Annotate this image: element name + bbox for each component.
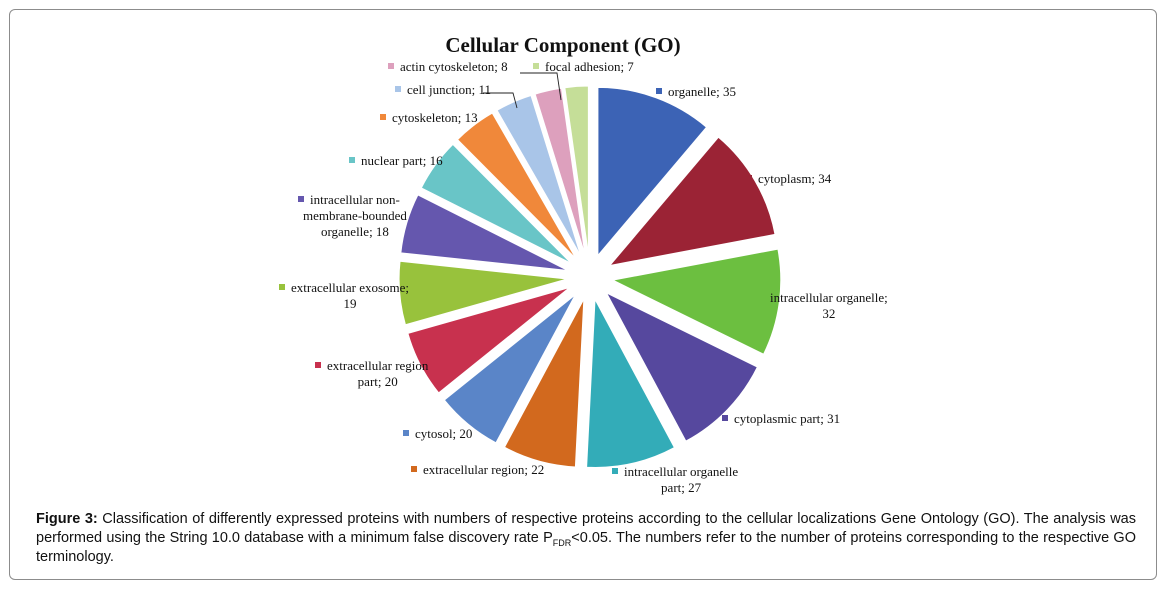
- slice-label-text: cytoplasmic part; 31: [734, 411, 840, 426]
- slice-label-text: extracellular region; 22: [423, 462, 544, 477]
- legend-marker-cytoplasm: [746, 175, 752, 181]
- pie-slices: [398, 85, 782, 468]
- slice-label-nuclear-part: nuclear part; 16: [349, 153, 443, 168]
- slice-label-organelle: organelle; 35: [656, 84, 736, 99]
- legend-marker-cytoskeleton: [380, 114, 386, 120]
- pie-slice-organelle: [597, 86, 708, 257]
- chart-title: Cellular Component (GO): [445, 33, 680, 57]
- pie-chart: Cellular Component (GO) organelle; 35 cyt…: [279, 33, 888, 495]
- slice-label-cytosol: cytosol; 20: [403, 426, 472, 441]
- caption-figure-label: Figure 3:: [36, 511, 98, 527]
- slice-label-text: intracellular organelle;: [770, 290, 888, 305]
- slice-label-text: intracellular non-: [310, 192, 400, 207]
- pie-slice-intracellular-organelle: [611, 248, 782, 355]
- slice-label-text: cytoskeleton; 13: [392, 110, 478, 125]
- legend-marker-intracellular-organelle-part: [612, 468, 618, 474]
- legend-marker-intracellular-non-membrane-bounded-organelle: [298, 196, 304, 202]
- slice-label-extracellular-exosome: extracellular exosome;19: [279, 280, 409, 311]
- pie-slice-intracellular-organelle-part: [586, 297, 676, 468]
- slice-label-cytoskeleton: cytoskeleton; 13: [380, 110, 478, 125]
- caption-subscript: FDR: [552, 537, 572, 548]
- leader-lines: [483, 72, 562, 109]
- slice-label-text: part; 27: [661, 480, 702, 495]
- pie-slice-focal-adhesion: [564, 85, 589, 255]
- slice-label-text: cell junction; 11: [407, 82, 491, 97]
- legend-marker-focal-adhesion: [533, 63, 539, 69]
- slice-label-text: nuclear part; 16: [361, 153, 443, 168]
- slice-label-cell-junction: cell junction; 11: [395, 82, 491, 97]
- pie-slice-cytosol: [443, 294, 576, 444]
- pie-slice-cytoplasm: [608, 136, 776, 267]
- slice-label-intracellular-non-membrane-bounded-organelle: intracellular non-membrane-boundedorgane…: [298, 192, 407, 239]
- slice-label-text: membrane-bounded: [303, 208, 407, 223]
- slice-label-actin-cytoskeleton: actin cytoskeleton; 8: [388, 59, 508, 74]
- legend-marker-cytoplasmic-part: [722, 415, 728, 421]
- pie-slice-nuclear-part: [420, 143, 572, 264]
- slice-label-focal-adhesion: focal adhesion; 7: [533, 59, 634, 74]
- pie-slice-cytoplasmic-part: [605, 291, 758, 442]
- slice-label-text: extracellular region: [327, 358, 429, 373]
- slice-label-cytoplasm: cytoplasm; 34: [746, 171, 832, 186]
- slice-label-text: focal adhesion; 7: [545, 59, 634, 74]
- legend-marker-nuclear-part: [349, 157, 355, 163]
- slice-label-text: extracellular exosome;: [291, 280, 409, 295]
- legend-marker-organelle: [656, 88, 662, 94]
- pie-slice-intracellular-non-membrane-bounded-organelle: [400, 194, 569, 272]
- slice-label-extracellular-region: extracellular region; 22: [411, 462, 544, 477]
- pie-slice-cytoskeleton: [456, 112, 577, 260]
- slice-label-text: organelle; 35: [668, 84, 736, 99]
- slice-label-text: actin cytoskeleton; 8: [400, 59, 508, 74]
- pie-slice-actin-cytoskeleton: [534, 87, 586, 255]
- slice-label-text: 32: [822, 306, 835, 321]
- slice-label-intracellular-organelle: intracellular organelle;32: [758, 290, 888, 321]
- pie-slice-extracellular-region-part: [407, 287, 570, 394]
- leader-line-cell-junction: [483, 92, 518, 109]
- slice-labels: organelle; 35 cytoplasm; 34 intracellular …: [279, 59, 888, 495]
- figure-caption: Figure 3: Classification of differently …: [36, 510, 1136, 567]
- legend-marker-cell-junction: [395, 86, 401, 92]
- pie-slice-cell-junction: [496, 94, 582, 257]
- legend-marker-extracellular-exosome: [279, 284, 285, 290]
- caption-text-end: <0.05. The numbers refer to the number o…: [36, 530, 1136, 565]
- caption-text: Classification of differently expressed …: [36, 511, 1136, 546]
- pie-slice-extracellular-exosome: [398, 260, 568, 326]
- slice-label-text: 19: [344, 296, 357, 311]
- slice-label-text: cytoplasm; 34: [758, 171, 832, 186]
- pie-slice-extracellular-region: [503, 298, 585, 468]
- slice-label-text: organelle; 18: [321, 224, 389, 239]
- slice-label-text: cytosol; 20: [415, 426, 472, 441]
- leader-line-actin-cytoskeleton: [520, 72, 562, 101]
- slice-label-text: part; 20: [358, 374, 398, 389]
- legend-marker-actin-cytoskeleton: [388, 63, 394, 69]
- slice-label-cytoplasmic-part: cytoplasmic part; 31: [722, 411, 840, 426]
- legend-marker-extracellular-region: [411, 466, 417, 472]
- legend-marker-intracellular-organelle: [758, 294, 764, 300]
- legend-marker-cytosol: [403, 430, 409, 436]
- legend-marker-extracellular-region-part: [315, 362, 321, 368]
- slice-label-text: intracellular organelle: [624, 464, 738, 479]
